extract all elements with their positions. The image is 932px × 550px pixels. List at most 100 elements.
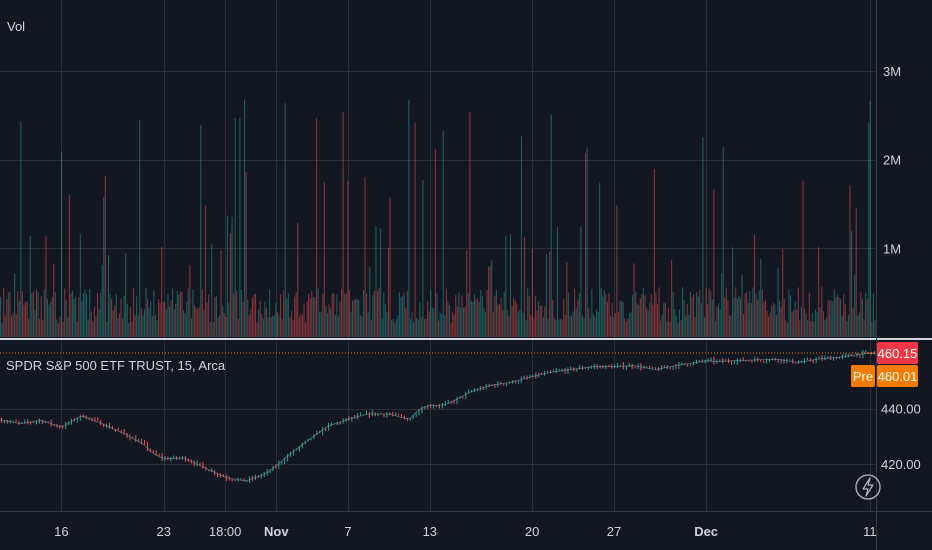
volume-bar <box>402 296 404 337</box>
volume-bar <box>652 304 654 337</box>
volume-bar <box>270 317 272 337</box>
volume-bar <box>733 297 735 337</box>
volume-bar <box>65 300 67 337</box>
volume-bar <box>750 303 752 337</box>
pane-separator[interactable] <box>0 338 932 340</box>
volume-bar <box>489 265 491 337</box>
volume-bar <box>627 319 629 337</box>
volume-bar <box>616 205 618 337</box>
volume-bar <box>79 233 81 337</box>
volume-bar <box>56 319 58 337</box>
volume-bar <box>186 301 188 337</box>
volume-bar <box>311 290 313 337</box>
volume-bar <box>739 298 741 337</box>
volume-bar <box>818 247 820 337</box>
volume-bar <box>117 318 119 337</box>
volume-bar <box>539 305 541 337</box>
volume-bar <box>292 320 294 337</box>
volume-bar <box>473 294 476 337</box>
volume-bar <box>633 263 635 337</box>
volume-bar <box>118 313 120 337</box>
volume-bar <box>538 301 540 337</box>
volume-bar <box>84 289 86 337</box>
volume-bar <box>250 309 252 337</box>
volume-bar <box>389 198 391 337</box>
volume-bar <box>34 310 36 337</box>
volume-bar <box>247 299 249 337</box>
volume-bar <box>317 288 319 337</box>
volume-bar <box>516 303 518 337</box>
volume-bar <box>866 298 868 337</box>
volume-bar <box>611 302 613 337</box>
volume-bar <box>398 292 400 337</box>
volume-bar <box>761 289 763 337</box>
volume-bar <box>555 320 557 337</box>
volume-bar <box>309 298 311 337</box>
volume-bar <box>497 304 499 337</box>
volume-bar <box>671 259 673 337</box>
lightning-icon[interactable] <box>855 474 881 500</box>
volume-price-axis[interactable]: 1M 2M 3M <box>883 64 901 256</box>
volume-bar <box>575 308 577 337</box>
volume-bar <box>273 315 275 337</box>
volume-bar <box>827 300 829 337</box>
volume-bar <box>794 300 796 337</box>
volume-bar <box>517 312 519 337</box>
time-axis[interactable]: 16 23 18:00 Nov 7 13 20 27 Dec 11 <box>54 524 876 539</box>
volume-bar <box>614 313 616 337</box>
volume-bar <box>808 292 810 337</box>
volume-bar <box>109 294 111 337</box>
volume-bar <box>295 292 297 337</box>
volume-bar <box>663 303 665 337</box>
volume-bar <box>495 289 497 337</box>
volume-bar <box>700 302 702 337</box>
volume-bar <box>70 293 72 337</box>
volume-bar <box>359 315 361 337</box>
volume-bar <box>187 288 189 337</box>
volume-bar <box>713 189 715 337</box>
volume-bar <box>483 307 485 337</box>
volume-bar <box>466 250 468 337</box>
volume-legend: Vol <box>7 19 25 34</box>
volume-bar <box>301 315 303 337</box>
volume-bar <box>212 322 214 337</box>
volume-bar <box>254 293 257 337</box>
volume-bar <box>306 301 308 337</box>
volume-bar <box>262 318 264 337</box>
volume-bar <box>655 292 657 337</box>
volume-bar <box>786 322 788 337</box>
volume-bar <box>287 293 289 337</box>
volume-bar <box>441 314 443 337</box>
volume-bar <box>561 319 563 337</box>
volume-bar <box>469 112 471 337</box>
volume-bar <box>351 301 354 337</box>
volume-bar <box>106 321 108 337</box>
volume-bar <box>31 293 33 337</box>
volume-bar <box>219 315 221 337</box>
volume-bar <box>450 322 452 337</box>
volume-bar <box>775 314 777 337</box>
volume-bar <box>211 243 213 337</box>
volume-bar <box>225 317 227 337</box>
volume-bar <box>112 310 114 337</box>
volume-bar <box>850 230 853 337</box>
volume-bar <box>98 308 100 337</box>
volume-bar <box>322 293 324 337</box>
volume-bar <box>835 297 837 337</box>
volume-bar <box>223 313 225 337</box>
volume-bar <box>825 317 828 337</box>
price-axis[interactable]: 420.00 440.00 <box>881 402 921 472</box>
volume-bar <box>372 295 374 337</box>
volume-bar <box>206 302 208 337</box>
volume-bar <box>380 228 382 337</box>
volume-bar <box>153 290 155 337</box>
volume-bar <box>868 122 870 337</box>
volume-bar <box>428 311 430 337</box>
volume-bar <box>674 309 676 337</box>
volume-bar <box>714 321 716 337</box>
volume-bar <box>772 303 774 337</box>
volume-bar <box>691 297 693 337</box>
volume-bar <box>64 288 66 337</box>
volume-bar <box>788 289 790 337</box>
volume-bar <box>427 300 429 337</box>
